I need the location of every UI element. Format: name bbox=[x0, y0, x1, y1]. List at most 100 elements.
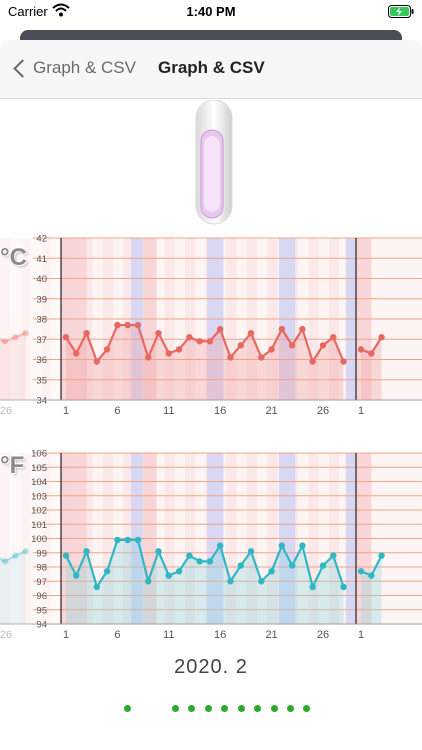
y-tick-label: 106 bbox=[31, 449, 47, 460]
data-point bbox=[83, 329, 90, 337]
page-dot[interactable] bbox=[124, 705, 131, 712]
y-tick-label: 100 bbox=[31, 534, 47, 545]
data-point bbox=[309, 583, 316, 591]
data-point bbox=[206, 558, 214, 565]
data-point bbox=[83, 548, 90, 555]
data-point bbox=[299, 325, 306, 333]
series-area bbox=[66, 325, 344, 400]
data-point bbox=[165, 572, 172, 579]
page-dot[interactable] bbox=[188, 705, 195, 712]
data-point bbox=[134, 536, 142, 544]
series-line bbox=[65, 538, 345, 591]
y-tick-label: 104 bbox=[31, 477, 47, 488]
data-point bbox=[145, 578, 152, 585]
data-point bbox=[378, 552, 385, 559]
y-tick-label: 105 bbox=[31, 463, 47, 474]
data-point bbox=[155, 329, 162, 337]
page-dot[interactable] bbox=[254, 705, 261, 712]
y-tick-label: 95 bbox=[36, 605, 47, 616]
data-point bbox=[134, 321, 142, 329]
x-tick-label: 26 bbox=[317, 629, 329, 641]
data-point bbox=[175, 346, 183, 353]
back-button[interactable]: Graph & CSV bbox=[10, 58, 136, 78]
celsius-unit-label: °C bbox=[0, 244, 27, 271]
data-point bbox=[357, 568, 365, 575]
page-indicator[interactable] bbox=[0, 702, 422, 716]
y-tick-label: 97 bbox=[36, 577, 47, 588]
x-tick-label: 11 bbox=[163, 629, 174, 641]
page-dot[interactable] bbox=[221, 705, 228, 712]
data-point bbox=[227, 578, 234, 585]
month-label: 2020. 2 bbox=[174, 656, 248, 678]
page-dot[interactable] bbox=[287, 705, 294, 712]
next-month-tick-label: 1 bbox=[358, 629, 364, 641]
data-point bbox=[268, 346, 275, 353]
page-dot[interactable] bbox=[172, 705, 179, 712]
data-point bbox=[319, 342, 327, 349]
prev-month-tick-label: 26 bbox=[0, 405, 12, 417]
x-tick-label: 11 bbox=[163, 405, 174, 417]
page-dot[interactable] bbox=[271, 705, 278, 712]
x-tick-label: 1 bbox=[63, 629, 69, 641]
data-point bbox=[288, 342, 296, 349]
series-line bbox=[65, 323, 345, 365]
back-button-label: Graph & CSV bbox=[33, 58, 136, 77]
data-point bbox=[165, 350, 172, 357]
data-point bbox=[340, 583, 347, 591]
data-point bbox=[247, 329, 255, 337]
data-point bbox=[330, 552, 337, 559]
fahrenheit-unit-label: °F bbox=[0, 452, 25, 479]
x-tick-label: 6 bbox=[114, 629, 120, 641]
data-point bbox=[196, 558, 203, 565]
data-point bbox=[206, 338, 214, 345]
data-point bbox=[186, 552, 193, 559]
data-point bbox=[62, 334, 70, 341]
y-tick-label: 37 bbox=[36, 335, 47, 346]
data-point bbox=[340, 358, 347, 365]
data-point bbox=[309, 358, 316, 365]
thermometer-icon bbox=[194, 99, 234, 226]
data-point bbox=[288, 562, 296, 569]
data-point bbox=[227, 354, 234, 361]
prev-month-area bbox=[0, 551, 26, 624]
data-point bbox=[196, 338, 203, 345]
y-tick-label: 36 bbox=[36, 355, 47, 366]
data-point bbox=[299, 542, 306, 549]
x-tick-label: 21 bbox=[265, 405, 277, 417]
status-time: 1:40 PM bbox=[186, 4, 236, 19]
y-tick-label: 35 bbox=[36, 375, 47, 386]
data-point bbox=[155, 548, 162, 555]
data-point bbox=[186, 334, 193, 341]
page-dot[interactable] bbox=[205, 705, 212, 712]
data-point bbox=[1, 558, 9, 565]
y-tick-label: 103 bbox=[31, 491, 47, 502]
y-tick-label: 39 bbox=[36, 294, 47, 305]
y-tick-label: 98 bbox=[36, 563, 47, 574]
page-dot[interactable] bbox=[303, 705, 310, 712]
y-tick-label: 40 bbox=[36, 274, 47, 285]
prev-month-line bbox=[0, 332, 26, 343]
page-dot[interactable] bbox=[238, 705, 245, 712]
prev-month-area bbox=[0, 333, 26, 400]
data-point bbox=[368, 350, 375, 357]
data-point bbox=[73, 572, 80, 579]
x-tick-label: 21 bbox=[265, 629, 277, 641]
y-tick-label: 99 bbox=[36, 548, 47, 559]
carrier-label: Carrier bbox=[8, 4, 48, 19]
data-point bbox=[258, 578, 265, 585]
y-tick-label: 102 bbox=[31, 506, 47, 517]
y-tick-label: 41 bbox=[36, 254, 47, 265]
data-point bbox=[175, 568, 183, 575]
prev-month-tick-label: 26 bbox=[0, 629, 12, 641]
data-point bbox=[268, 568, 275, 575]
next-month-tick-label: 1 bbox=[358, 405, 364, 417]
data-point bbox=[258, 354, 265, 361]
data-point bbox=[278, 325, 286, 333]
data-point bbox=[124, 321, 131, 329]
y-tick-label: 94 bbox=[36, 620, 47, 631]
data-point bbox=[22, 548, 29, 555]
page-title: Graph & CSV bbox=[158, 58, 265, 77]
celsius-chart: 42 41 40 39 38 37 36 35 34 1 6 11 16 21 26 26 1 bbox=[0, 230, 422, 420]
data-point bbox=[330, 334, 337, 341]
data-point bbox=[114, 321, 121, 329]
